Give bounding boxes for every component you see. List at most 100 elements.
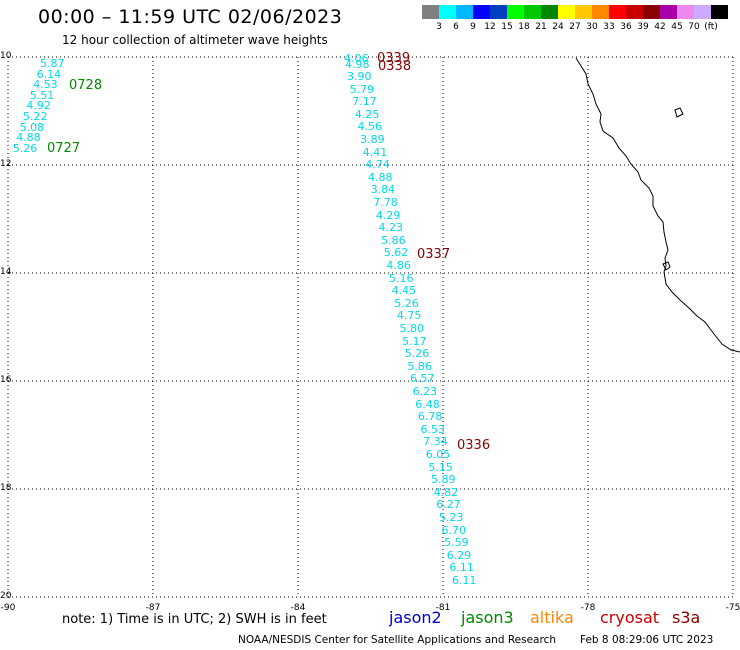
color-scale-label: 45 xyxy=(671,22,683,32)
wave-height-value: 5.86 xyxy=(407,359,432,373)
units-note: note: 1) Time is in UTC; 2) SWH is in fe… xyxy=(62,612,327,627)
wave-height-value: 4.56 xyxy=(357,120,383,134)
color-swatch xyxy=(660,5,677,19)
wave-height-value: 3.90 xyxy=(347,70,372,83)
wave-height-value: 4.06 xyxy=(344,52,369,65)
color-swatch xyxy=(541,5,558,19)
lat-lon-grid xyxy=(7,56,734,598)
color-swatch xyxy=(490,5,507,19)
wave-height-value: 5.23 xyxy=(438,511,464,524)
wave-height-value: 6.27 xyxy=(436,498,461,512)
wave-height-value: 5.08 xyxy=(19,120,45,134)
pass-time-0336: 0336 xyxy=(457,438,491,453)
wave-height-value: 4.53 xyxy=(33,78,58,92)
wave-height-value: 6.70 xyxy=(441,523,467,537)
wave-height-value: 5.16 xyxy=(389,271,414,285)
pass-time-0339: 0339 xyxy=(377,51,411,66)
coastline xyxy=(575,57,740,353)
color-scale-label: 42 xyxy=(654,22,666,32)
color-swatch xyxy=(524,5,541,19)
color-scale-label: 3 xyxy=(436,22,442,32)
color-scale-label: 18 xyxy=(518,22,530,32)
wave-height-value: 5.62 xyxy=(383,246,409,260)
wave-height-value: 4.23 xyxy=(378,221,404,235)
wave-height-value: 6.23 xyxy=(412,385,438,398)
wave-height-value: 4.41 xyxy=(362,145,388,159)
pass-time-0337: 0337 xyxy=(417,247,451,262)
color-swatch xyxy=(473,5,490,19)
wave-height-value: 7.34 xyxy=(423,435,448,449)
color-swatch xyxy=(626,5,643,19)
wave-height-value: 5.51 xyxy=(29,88,55,102)
color-scale-label: 33 xyxy=(603,22,615,32)
legend-altika: altika xyxy=(530,608,574,627)
wave-height-value: 3.89 xyxy=(360,133,385,146)
color-swatch xyxy=(439,5,456,19)
wave-height-value: 4.75 xyxy=(396,309,422,323)
generated-timestamp: Feb 8 08:29:06 UTC 2023 xyxy=(580,634,714,646)
wave-height-value: 6.48 xyxy=(415,397,440,411)
pass-time-0728: 0728 xyxy=(69,78,103,93)
wave-height-value: 5.15 xyxy=(428,460,453,474)
color-swatch xyxy=(711,5,728,19)
legend-jason3: jason3 xyxy=(461,608,514,627)
edge-value-marks xyxy=(733,542,740,553)
latitude-label: 20 xyxy=(0,591,12,601)
color-scale-label: 39 xyxy=(637,22,649,32)
wave-height-value: 7.17 xyxy=(352,95,377,109)
wave-height-value: 5.26 xyxy=(12,141,38,155)
wave-height-value: 5.22 xyxy=(23,110,48,123)
latitude-label: 12 xyxy=(0,159,12,169)
color-scale-label: 6 xyxy=(453,22,459,32)
wave-height-value: 7.78 xyxy=(373,196,398,209)
color-scale-label: (ft) xyxy=(704,22,718,32)
latitude-label: 18 xyxy=(0,483,12,493)
color-scale-label: 36 xyxy=(620,22,632,32)
wave-height-value: 4.88 xyxy=(368,170,393,184)
wave-height-value: 3.84 xyxy=(370,183,396,197)
color-scale-label: 15 xyxy=(501,22,513,32)
wave-height-value: 5.89 xyxy=(431,473,456,487)
map-subtitle: 12 hour collection of altimeter wave hei… xyxy=(62,33,328,47)
wave-height-value: 6.11 xyxy=(449,561,474,575)
color-swatch xyxy=(694,5,711,19)
color-scale-label: 21 xyxy=(535,22,547,32)
map-title: 00:00 – 11:59 UTC 02/06/2023 xyxy=(38,6,343,28)
wave-height-value: 5.17 xyxy=(402,334,427,348)
wave-height-value: 5.79 xyxy=(349,82,375,96)
wave-height-value: 5.26 xyxy=(404,347,430,361)
wave-height-value: 4.25 xyxy=(354,107,380,121)
island-shape xyxy=(674,107,684,118)
color-scale-label: 27 xyxy=(569,22,581,32)
wave-height-value: 5.80 xyxy=(399,322,425,335)
wave-height-value: 5.26 xyxy=(394,296,419,310)
color-scale-label: 70 xyxy=(688,22,700,32)
color-swatch xyxy=(456,5,473,19)
wave-height-value: 6.53 xyxy=(420,422,446,436)
color-swatch xyxy=(575,5,592,19)
color-swatch xyxy=(677,5,694,19)
color-scale-label: 24 xyxy=(552,22,564,32)
wave-height-value: 4.92 xyxy=(26,99,51,113)
longitude-label: -81 xyxy=(435,603,451,613)
pass-time-0338: 0338 xyxy=(378,59,412,74)
color-scale-label: 9 xyxy=(470,22,476,32)
wave-height-value: 6.05 xyxy=(425,448,451,461)
longitude-label: -84 xyxy=(290,603,306,613)
color-swatch xyxy=(592,5,609,19)
wave-height-value: 4.29 xyxy=(375,208,401,222)
wave-height-value: 4.86 xyxy=(386,259,411,272)
pass-time-0727: 0727 xyxy=(47,141,81,156)
color-scale-label: 12 xyxy=(484,22,496,32)
longitude-label: -78 xyxy=(580,603,596,613)
legend-jason2: jason2 xyxy=(389,608,442,627)
legend-s3a: s3a xyxy=(672,608,701,627)
longitude-label: -75 xyxy=(725,603,740,613)
longitude-label: -90 xyxy=(0,603,16,613)
color-swatch xyxy=(507,5,524,19)
color-swatch xyxy=(609,5,626,19)
wave-height-value: 6.78 xyxy=(417,410,443,424)
wave-height-value: 6.11 xyxy=(452,574,477,587)
color-swatch xyxy=(643,5,660,19)
